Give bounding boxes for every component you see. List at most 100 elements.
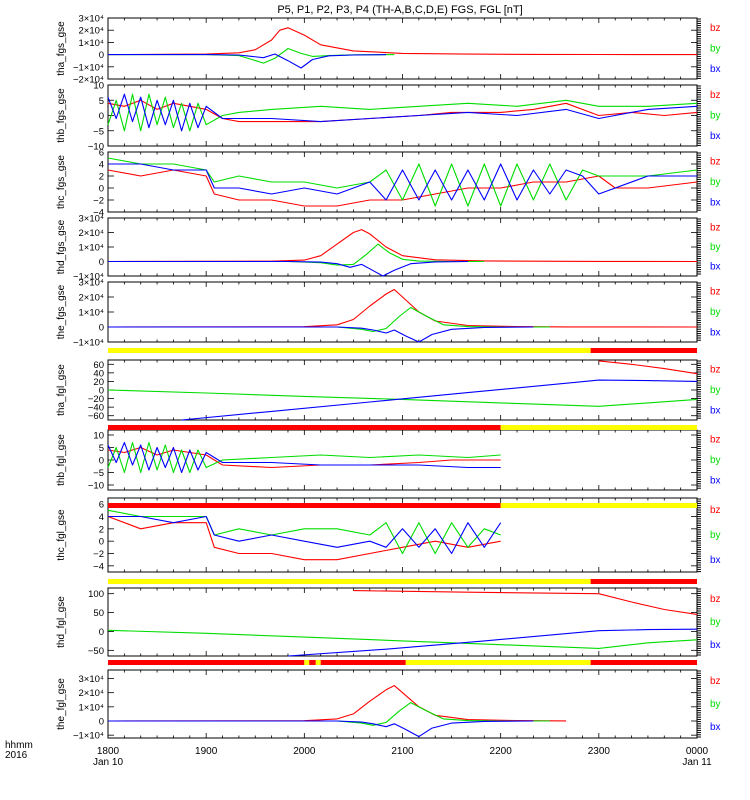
status-bar-segment-red bbox=[590, 348, 697, 353]
panel-frame bbox=[107, 497, 698, 573]
panel-ylabel: thb_fgs_gse bbox=[56, 88, 67, 143]
ytick-label: −10 bbox=[88, 481, 104, 492]
status-bar-segment-yellow bbox=[108, 579, 591, 584]
ytick-label: 2×10⁴ bbox=[79, 688, 104, 699]
legend-bx: bx bbox=[710, 722, 721, 733]
ytick-label: 3×10⁴ bbox=[79, 214, 104, 225]
ytick-label: 2×10⁴ bbox=[79, 228, 104, 239]
status-bar-segment-red bbox=[108, 503, 501, 508]
series-by-line bbox=[107, 629, 698, 649]
xtick-sublabel: Jan 10 bbox=[93, 757, 123, 768]
ytick-label: 3×10⁴ bbox=[79, 278, 104, 289]
plot-title: P5, P1, P2, P3, P4 (TH-A,B,C,D,E) FGS, F… bbox=[277, 4, 522, 16]
status-bar-segment-red bbox=[108, 425, 501, 430]
ytick-label: 1×10⁴ bbox=[79, 308, 104, 319]
xtick-label: 0000 bbox=[686, 746, 709, 757]
panel-ylabel: tha_fgs_gse bbox=[56, 21, 67, 76]
series-bx-line bbox=[108, 53, 387, 69]
legend-bx: bx bbox=[710, 64, 721, 75]
series-by-line bbox=[107, 389, 698, 407]
legend-bz: bz bbox=[710, 222, 721, 233]
ytick-label: 0 bbox=[99, 111, 104, 122]
ytick-label: 60 bbox=[93, 360, 104, 371]
series-bz-line bbox=[107, 169, 698, 207]
ytick-label: 2×10⁴ bbox=[79, 26, 104, 37]
series-bx-line bbox=[108, 326, 534, 343]
ytick-label: 10 bbox=[93, 81, 104, 92]
series-bx-line bbox=[107, 93, 698, 132]
series-bz-line bbox=[107, 288, 698, 328]
ytick-label: −1×10⁴ bbox=[73, 338, 104, 349]
series-bz-line bbox=[107, 99, 698, 123]
status-bar-segment-yellow bbox=[315, 660, 321, 665]
series-by-line bbox=[108, 702, 550, 726]
panel-thb_fgs_gse: 10 5 0 −5 −10 thb_fgs_gse bz by bx bbox=[56, 81, 721, 153]
status-bar-segment-yellow bbox=[405, 660, 591, 665]
series-bz-line bbox=[107, 229, 698, 263]
series-by-line bbox=[107, 157, 698, 207]
series-bz-line bbox=[107, 446, 501, 469]
ytick-label: 5 bbox=[99, 96, 104, 107]
panel-ylabel: thd_fgs_gse bbox=[56, 219, 67, 274]
time-axis-corner-hhmm: hhmm bbox=[5, 740, 33, 751]
ytick-label: 4 bbox=[99, 512, 104, 523]
panel-ylabel: thc_fgs_gse bbox=[56, 155, 67, 209]
xtick-label: 2100 bbox=[391, 746, 414, 757]
ytick-label: 3×10⁴ bbox=[79, 14, 104, 25]
ytick-label: 0 bbox=[99, 456, 104, 467]
status-bar bbox=[108, 503, 697, 508]
panel-ylabel: thd_fgl_gse bbox=[56, 596, 67, 648]
legend-bz: bz bbox=[710, 287, 721, 298]
xtick-label: 2000 bbox=[293, 746, 316, 757]
legend-by: by bbox=[710, 617, 721, 628]
legend-bz: bz bbox=[710, 505, 721, 516]
ytick-label: −2 bbox=[93, 196, 104, 207]
panel-the_fgl_gse: 3×10⁴ 2×10⁴ 1×10⁴ 0 −1×10⁴ the_fgl_gse bz by bx 1… bbox=[56, 669, 721, 768]
ytick-label: 1×10⁴ bbox=[79, 702, 104, 713]
legend-bz: bz bbox=[710, 435, 721, 446]
ytick-label: 0 bbox=[99, 627, 104, 638]
ytick-label: 0 bbox=[99, 717, 104, 728]
panel-frame bbox=[107, 17, 698, 80]
panel-thd_fgs_gse: 3×10⁴ 2×10⁴ 1×10⁴ 0 −1×10⁴ thd_fgs_gse bz by bx bbox=[56, 214, 721, 283]
ytick-label: 0 bbox=[99, 323, 104, 334]
ytick-label: −5 bbox=[93, 126, 104, 137]
ytick-label: −50 bbox=[88, 646, 104, 657]
status-bar-segment-red bbox=[590, 579, 697, 584]
status-bar-segment-yellow bbox=[500, 503, 697, 508]
ytick-label: −4 bbox=[93, 561, 104, 572]
series-bx-line bbox=[108, 163, 697, 201]
legend-bz: bz bbox=[710, 23, 721, 34]
panel-the_fgs_gse: 3×10⁴ 2×10⁴ 1×10⁴ 0 −1×10⁴ the_fgs_gse bz by bx bbox=[56, 278, 721, 349]
status-bar-segment-yellow bbox=[108, 348, 591, 353]
ytick-label: 0 bbox=[99, 537, 104, 548]
legend-bz: bz bbox=[710, 157, 721, 168]
series-bx-line bbox=[108, 515, 502, 555]
series-bz-line bbox=[598, 360, 698, 375]
ytick-label: 2×10⁴ bbox=[79, 293, 104, 304]
legend-by: by bbox=[710, 242, 721, 253]
panel-thd_fgl_gse: 100 50 0 −50 thd_fgl_gse bz by bx bbox=[56, 587, 721, 657]
ytick-label: 1×10⁴ bbox=[79, 243, 104, 254]
legend-bz: bz bbox=[710, 365, 721, 376]
panel-ylabel: the_fgs_gse bbox=[56, 284, 67, 339]
status-bar bbox=[108, 425, 697, 430]
series-bz-line bbox=[107, 27, 698, 56]
series-bz-line bbox=[107, 685, 567, 722]
legend-bx: bx bbox=[710, 555, 721, 566]
legend-by: by bbox=[710, 699, 721, 710]
legend-bx: bx bbox=[710, 405, 721, 416]
series-bx-line bbox=[108, 720, 534, 738]
status-bar bbox=[108, 579, 697, 584]
panel-frame bbox=[107, 429, 698, 491]
ytick-label: −2 bbox=[93, 549, 104, 560]
status-bar bbox=[108, 348, 697, 353]
series-by-line bbox=[107, 509, 501, 555]
ytick-label: −4 bbox=[93, 208, 104, 219]
legend-bz: bz bbox=[710, 90, 721, 101]
ytick-label: −40 bbox=[88, 403, 104, 414]
status-bar-segment-yellow bbox=[500, 425, 697, 430]
